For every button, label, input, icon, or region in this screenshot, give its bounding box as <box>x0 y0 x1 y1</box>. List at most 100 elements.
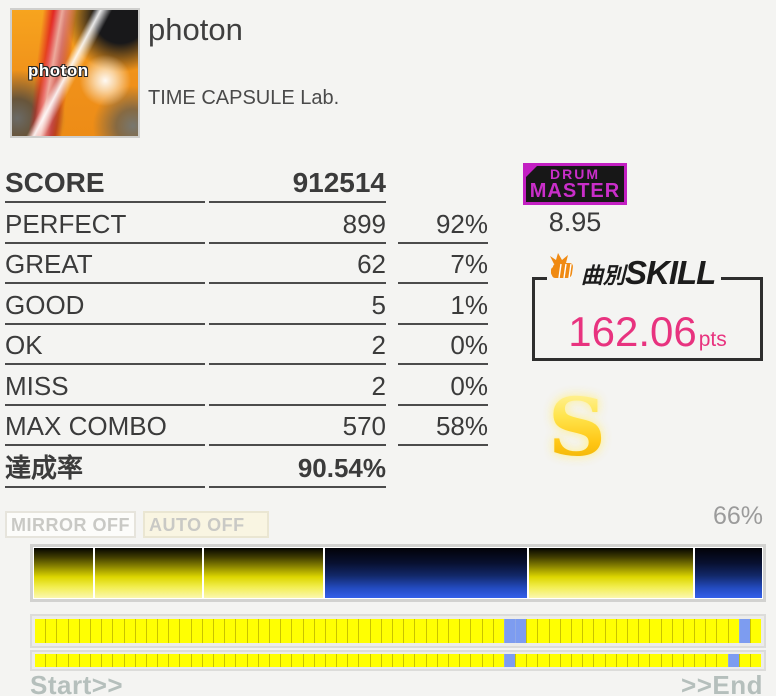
gauge-segment-blue <box>694 548 762 598</box>
timeline-cell <box>336 619 348 643</box>
timeline-cell <box>515 619 527 643</box>
timeline-cell <box>571 654 583 667</box>
results-table: SCORE 912514 PERFECT 899 92% GREAT 62 7%… <box>5 160 488 488</box>
timeline-cell <box>515 654 527 667</box>
result-row-miss: MISS 2 0% <box>5 365 488 406</box>
timeline-cell <box>56 619 68 643</box>
timeline-cell <box>56 654 68 667</box>
result-count: 2 <box>209 368 386 406</box>
timeline-cell <box>503 654 516 667</box>
timeline-cell <box>727 654 739 667</box>
result-label: MAX COMBO <box>5 408 205 446</box>
timeline-cell <box>358 619 370 643</box>
timeline-cell <box>425 619 437 643</box>
result-label: GREAT <box>5 246 205 284</box>
mirror-toggle[interactable]: MIRROR OFF <box>5 511 136 538</box>
timeline-cell <box>649 654 661 667</box>
result-row-ok: OK 2 0% <box>5 325 488 365</box>
timeline-cell <box>45 654 57 667</box>
timeline-cell <box>324 619 337 643</box>
badge-line1: DRUM <box>550 166 600 182</box>
timeline-cell <box>503 619 516 643</box>
result-count: 899 <box>209 206 386 244</box>
timeline-cell <box>738 654 750 667</box>
song-skill-panel: 曲別 SKILL 162.06 pts <box>532 252 763 361</box>
timeline-cell <box>559 654 571 667</box>
result-percent: 0% <box>398 368 488 406</box>
gauge-segment-yellow <box>34 548 94 598</box>
clear-gauge <box>30 544 766 602</box>
timeline-cell <box>694 654 706 667</box>
timeline-cell <box>593 619 605 643</box>
skill-logo: 曲別 SKILL <box>547 252 722 289</box>
timeline-cell <box>671 619 683 643</box>
timeline-cell <box>213 654 225 667</box>
timeline-cell <box>481 619 493 643</box>
timeline-cell <box>35 654 46 667</box>
timeline-cell <box>392 619 404 643</box>
timeline-cell <box>246 619 258 643</box>
result-row-good: GOOD 5 1% <box>5 284 488 325</box>
timeline-cell <box>481 654 493 667</box>
timeline-cell <box>727 619 739 643</box>
timeline-cell <box>134 654 146 667</box>
start-label: Start>> <box>30 670 124 696</box>
skill-logo-kanji: 曲別 <box>581 263 626 288</box>
result-row-great: GREAT 62 7% <box>5 244 488 284</box>
timeline-cell <box>280 619 292 643</box>
result-label: MISS <box>5 368 205 406</box>
timeline-cell <box>89 619 102 643</box>
result-count: 570 <box>209 408 386 446</box>
timeline-cell <box>268 654 281 667</box>
album-art-label: photon <box>28 61 89 80</box>
timeline-cell <box>492 654 504 667</box>
timeline-cell <box>604 654 616 667</box>
album-art: photon <box>10 8 140 138</box>
timeline-cell <box>35 619 46 643</box>
timeline-cell <box>347 619 359 643</box>
timeline-cell <box>45 619 57 643</box>
timeline-cell <box>235 654 247 667</box>
result-percent: 7% <box>398 246 488 284</box>
timeline-cell <box>246 654 258 667</box>
timeline-cell <box>682 654 695 667</box>
timeline-cell <box>459 654 471 667</box>
timeline-cell <box>67 654 79 667</box>
result-count: 62 <box>209 246 386 284</box>
achievement-row: 達成率 90.54% <box>5 446 488 488</box>
timeline-cell <box>548 654 560 667</box>
timeline-cell <box>224 619 236 643</box>
timeline-cell <box>403 619 415 643</box>
timeline-cell <box>403 654 415 667</box>
result-row-perfect: PERFECT 899 92% <box>5 203 488 244</box>
timeline-cell <box>313 654 325 667</box>
timeline-cell <box>548 619 560 643</box>
badge-corner-decoration <box>526 166 537 177</box>
timeline-cell <box>638 654 650 667</box>
auto-toggle[interactable]: AUTO OFF <box>143 511 269 538</box>
timeline-cell <box>224 654 236 667</box>
badge-line2: MASTER <box>529 180 621 202</box>
timeline-cell <box>526 619 538 643</box>
timeline-cell <box>179 619 191 643</box>
timeline-cell <box>145 619 158 643</box>
timeline-cell <box>112 619 124 643</box>
timeline-cell <box>638 619 650 643</box>
timeline-cell <box>649 619 661 643</box>
gauge-segment-blue <box>324 548 527 598</box>
timeline-cell <box>716 654 728 667</box>
timeline-cell <box>257 619 269 643</box>
result-percent: 0% <box>398 327 488 365</box>
timeline-cell <box>492 619 504 643</box>
timeline-cell <box>157 619 169 643</box>
timeline-cell <box>392 654 404 667</box>
timeline-cell <box>201 619 213 643</box>
result-percent: 58% <box>398 408 488 446</box>
timeline-cell <box>682 619 695 643</box>
timeline-cell <box>671 654 683 667</box>
timeline-cell <box>302 619 314 643</box>
timeline-cell <box>694 619 706 643</box>
timeline-cell <box>380 619 392 643</box>
timeline-cell <box>660 654 672 667</box>
timeline-cell <box>201 654 213 667</box>
